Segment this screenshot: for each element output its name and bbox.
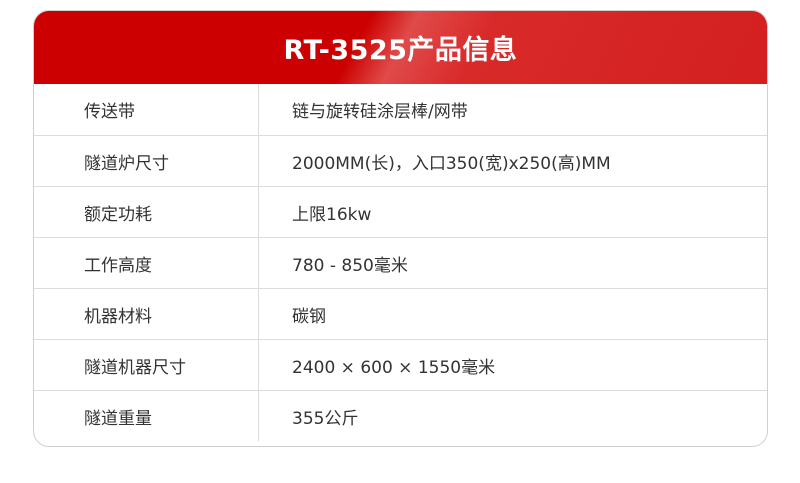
product-info-card: RT-3525产品信息 传送带 链与旋转硅涂层棒/网带 隧道炉尺寸 2000MM(长… [33,10,768,447]
table-row: 隧道炉尺寸 2000MM(长)，入口350(宽)x250(高)MM [34,135,767,186]
spec-label: 额定功耗 [34,187,259,237]
spec-label: 隧道机器尺寸 [34,340,259,390]
spec-label: 机器材料 [34,289,259,339]
spec-label: 传送带 [34,84,259,135]
spec-value: 355公斤 [292,408,359,429]
spec-value: 碳钢 [292,306,326,327]
table-row: 传送带 链与旋转硅涂层棒/网带 [34,84,767,135]
spec-value: 2400 × 600 × 1550毫米 [292,357,496,378]
card-header: RT-3525产品信息 [34,11,767,84]
table-row: 隧道重量 355公斤 [34,390,767,441]
table-row: 工作高度 780 - 850毫米 [34,237,767,288]
spec-label: 隧道重量 [34,391,259,441]
spec-value: 上限16kw [292,204,372,225]
spec-label: 隧道炉尺寸 [34,136,259,186]
page-title: RT-3525产品信息 [283,35,518,66]
spec-table: 传送带 链与旋转硅涂层棒/网带 隧道炉尺寸 2000MM(长)，入口350(宽)x2… [34,84,767,441]
table-row: 额定功耗 上限16kw [34,186,767,237]
spec-value: 780 - 850毫米 [292,255,408,276]
spec-value: 链与旋转硅涂层棒/网带 [292,102,468,122]
table-row: 隧道机器尺寸 2400 × 600 × 1550毫米 [34,339,767,390]
spec-label: 工作高度 [34,238,259,288]
table-row: 机器材料 碳钢 [34,288,767,339]
spec-value: 2000MM(长)，入口350(宽)x250(高)MM [292,153,611,174]
